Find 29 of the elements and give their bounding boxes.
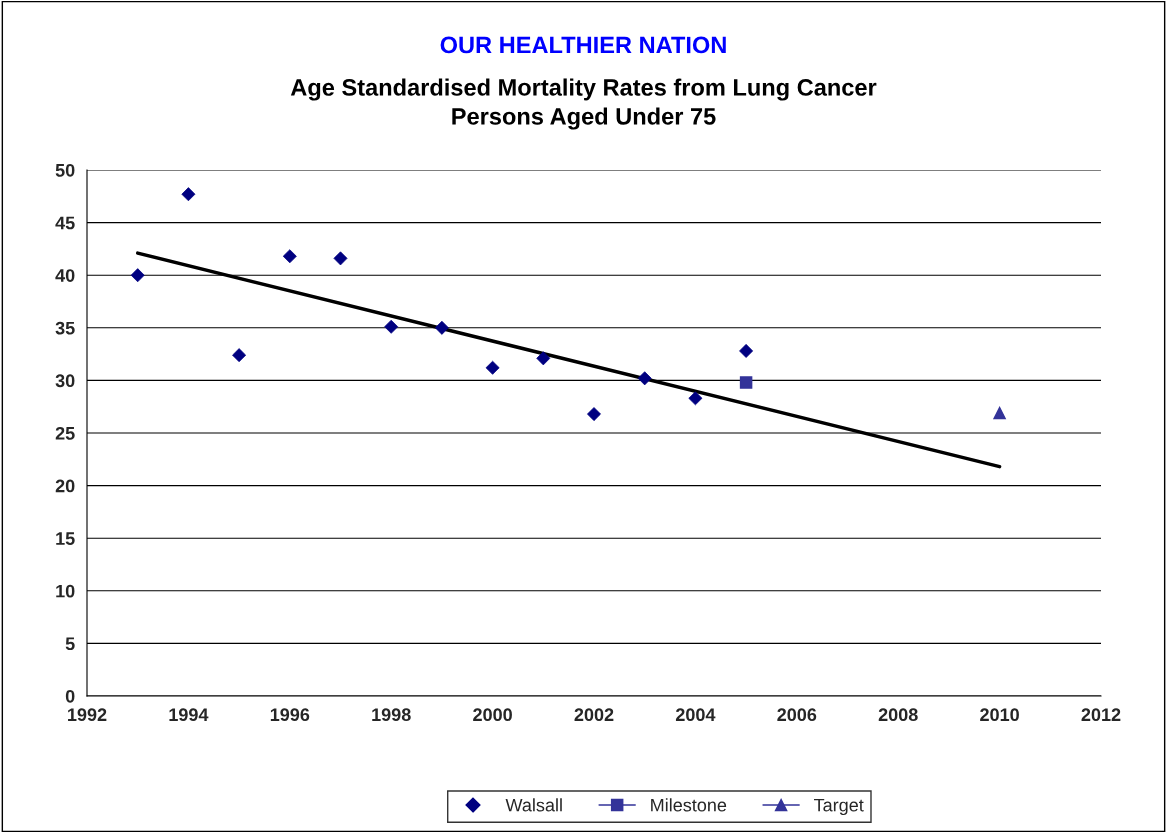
y-tick-label: 25 xyxy=(55,426,75,440)
y-tick-label: 35 xyxy=(55,321,75,335)
legend-label: Walsall xyxy=(505,798,562,812)
x-tick-label: 2002 xyxy=(574,708,614,722)
legend-label: Milestone xyxy=(651,798,727,812)
y-tick-label: 45 xyxy=(55,216,75,230)
point xyxy=(739,376,753,389)
y-tick-label: 20 xyxy=(55,479,75,493)
x-tick-label: 2006 xyxy=(777,708,817,722)
y-tick-label: 15 xyxy=(56,532,75,545)
legend-label: Target xyxy=(814,798,864,816)
x-tick-label: 1998 xyxy=(372,708,411,722)
y-tick-label: 10 xyxy=(56,584,75,598)
y-tick-label: 40 xyxy=(55,269,75,282)
chart-title: OUR HEALTHIER NATION xyxy=(440,36,726,54)
x-tick-label: 2010 xyxy=(980,708,1019,722)
chart-subtitle: Age Standardised Mortality Rates from Lung Cancer Persons Aged Under 75 xyxy=(290,78,877,130)
x-tick-label: 2008 xyxy=(878,708,918,722)
y-tick-label: 30 xyxy=(55,374,75,388)
y-tick-label: 0 xyxy=(65,689,75,703)
point xyxy=(993,406,1006,420)
x-tick-label: 1994 xyxy=(169,708,209,722)
y-tick-label: 50 xyxy=(55,163,75,177)
x-tick-label: 2000 xyxy=(473,708,512,722)
x-tick-label: 2004 xyxy=(675,708,716,722)
x-tick-label: 2012 xyxy=(1081,708,1121,722)
x-tick-label: 1996 xyxy=(270,708,310,722)
y-tick-label: 5 xyxy=(65,637,75,651)
x-tick-label: 1992 xyxy=(68,708,107,722)
